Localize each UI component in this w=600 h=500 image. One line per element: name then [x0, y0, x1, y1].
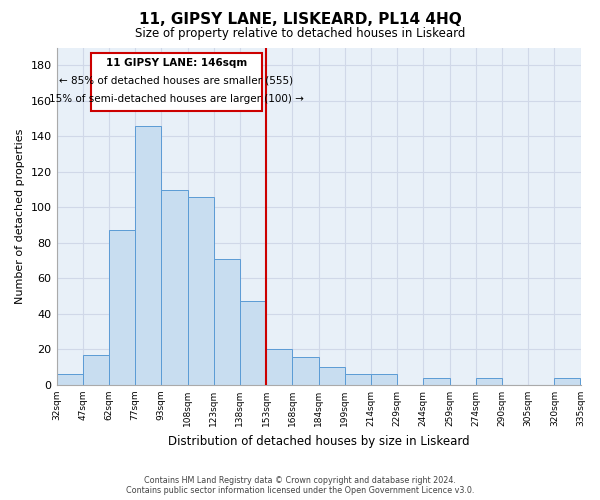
Bar	[56, 374, 83, 385]
X-axis label: Distribution of detached houses by size in Liskeard: Distribution of detached houses by size …	[168, 434, 469, 448]
Bar	[188, 196, 214, 385]
Bar	[266, 350, 292, 385]
Text: ← 85% of detached houses are smaller (555): ← 85% of detached houses are smaller (55…	[59, 76, 293, 86]
Y-axis label: Number of detached properties: Number of detached properties	[15, 128, 25, 304]
Text: Size of property relative to detached houses in Liskeard: Size of property relative to detached ho…	[135, 28, 465, 40]
Text: 15% of semi-detached houses are larger (100) →: 15% of semi-detached houses are larger (…	[49, 94, 304, 104]
Bar	[554, 378, 580, 385]
Text: 11, GIPSY LANE, LISKEARD, PL14 4HQ: 11, GIPSY LANE, LISKEARD, PL14 4HQ	[139, 12, 461, 28]
Bar	[109, 230, 135, 385]
Bar	[135, 126, 161, 385]
Bar	[371, 374, 397, 385]
FancyBboxPatch shape	[91, 53, 262, 112]
Text: 11 GIPSY LANE: 146sqm: 11 GIPSY LANE: 146sqm	[106, 58, 247, 68]
Bar	[424, 378, 449, 385]
Bar	[292, 356, 319, 385]
Text: Contains HM Land Registry data © Crown copyright and database right 2024.
Contai: Contains HM Land Registry data © Crown c…	[126, 476, 474, 495]
Bar	[240, 302, 266, 385]
Bar	[476, 378, 502, 385]
Bar	[345, 374, 371, 385]
Bar	[83, 354, 109, 385]
Bar	[214, 259, 240, 385]
Bar	[319, 367, 345, 385]
Bar	[161, 190, 188, 385]
